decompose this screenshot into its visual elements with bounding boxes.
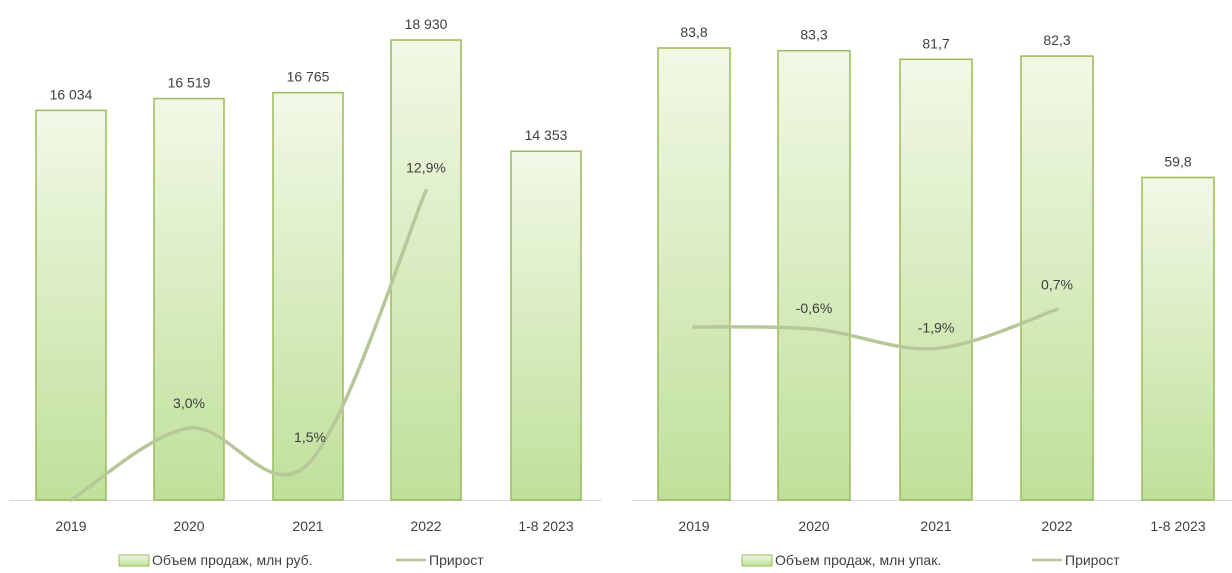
legend-line-label: Прирост	[1065, 552, 1120, 568]
growth-value-label: -1,9%	[918, 320, 955, 336]
x-tick-label: 2019	[55, 518, 86, 534]
growth-value-label: 1,5%	[294, 429, 326, 445]
x-tick-label: 1-8 2023	[1150, 518, 1205, 534]
legend-line-label: Прирост	[429, 552, 484, 568]
bar-2020	[153, 97, 225, 501]
x-tick-label: 2019	[678, 518, 709, 534]
bar-2022	[390, 39, 462, 501]
growth-value-label: 12,9%	[406, 159, 446, 175]
legend: Объем продаж, млн руб. Прирост	[118, 552, 484, 568]
bar-1-8-2023	[1141, 176, 1215, 501]
growth-line	[692, 307, 1059, 351]
legend-bar-swatch	[118, 554, 150, 567]
bar-value-label: 83,8	[680, 24, 707, 40]
bar-1-8-2023	[510, 150, 582, 501]
bar-2019	[35, 109, 107, 501]
bar-value-label: 16 519	[168, 75, 211, 91]
growth-value-label: -0,6%	[796, 300, 833, 316]
bar-2020	[777, 49, 851, 501]
legend-bar-label: Объем продаж, млн упак.	[775, 552, 941, 568]
growth-value-label: 3,0%	[173, 395, 205, 411]
x-tick-label: 2022	[410, 518, 441, 534]
bar-2022	[1020, 55, 1094, 501]
growth-line	[69, 188, 428, 502]
sales-packs-chart: 83,8 83,3 81,7 82,3 59,8 -0,6% -1,9% 0,7% 2019 2…	[632, 24, 1232, 568]
bar-value-label: 16 034	[50, 86, 93, 102]
x-tick-label: 1-8 2023	[518, 518, 573, 534]
x-tick-label: 2022	[1041, 518, 1072, 534]
sales-rub-chart: 16 034 16 519 16 765 18 930 14 353 3,0% 1,5% 12…	[9, 16, 602, 568]
x-tick-label: 2021	[292, 518, 323, 534]
legend-bar-swatch	[741, 554, 773, 567]
legend: Объем продаж, млн упак. Прирост	[741, 552, 1120, 568]
bar-2019	[657, 47, 731, 501]
x-tick-label: 2021	[920, 518, 951, 534]
bar-value-label: 18 930	[405, 16, 448, 32]
x-tick-label: 2020	[798, 518, 829, 534]
bar-value-label: 82,3	[1043, 32, 1070, 48]
bar-value-label: 83,3	[800, 27, 827, 43]
bar-value-label: 16 765	[287, 69, 330, 85]
bar-value-label: 59,8	[1164, 153, 1191, 169]
x-tick-label: 2020	[173, 518, 204, 534]
bar-value-label: 81,7	[922, 35, 949, 51]
bar-2021	[899, 58, 973, 501]
legend-bar-label: Объем продаж, млн руб.	[152, 552, 313, 568]
growth-value-label: 0,7%	[1041, 277, 1073, 293]
bar-value-label: 14 353	[525, 127, 568, 143]
